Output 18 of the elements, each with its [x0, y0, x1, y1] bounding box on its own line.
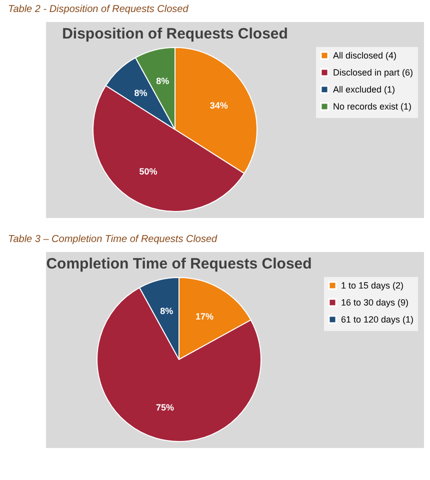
caption: Table 2 - Disposition of Requests Closed: [8, 4, 190, 17]
legend-label: Disclosed in part (6): [333, 68, 414, 78]
caption: Table 3 – Completion Time of Requests Closed: [8, 234, 218, 247]
chart-title: Disposition of Requests Closed: [62, 26, 288, 42]
data-label: 8%: [156, 76, 170, 86]
legend-label: 1 to 15 days (2): [341, 280, 404, 290]
data-label: 75%: [156, 402, 174, 413]
legend-label: All disclosed (4): [333, 50, 397, 60]
data-label: 17%: [195, 311, 214, 322]
data-label: 8%: [160, 306, 174, 316]
chart-title: Completion Time of Requests Closed: [46, 256, 312, 272]
data-label: 8%: [134, 88, 148, 98]
legend-label: All excluded (1): [333, 84, 396, 94]
legend-label: 16 to 30 days (9): [341, 298, 409, 308]
legend-label: No records exist (1): [333, 102, 412, 112]
data-label: 34%: [210, 100, 228, 110]
legend-label: 61 to 120 days (1): [341, 314, 414, 324]
data-label: 50%: [139, 166, 158, 177]
